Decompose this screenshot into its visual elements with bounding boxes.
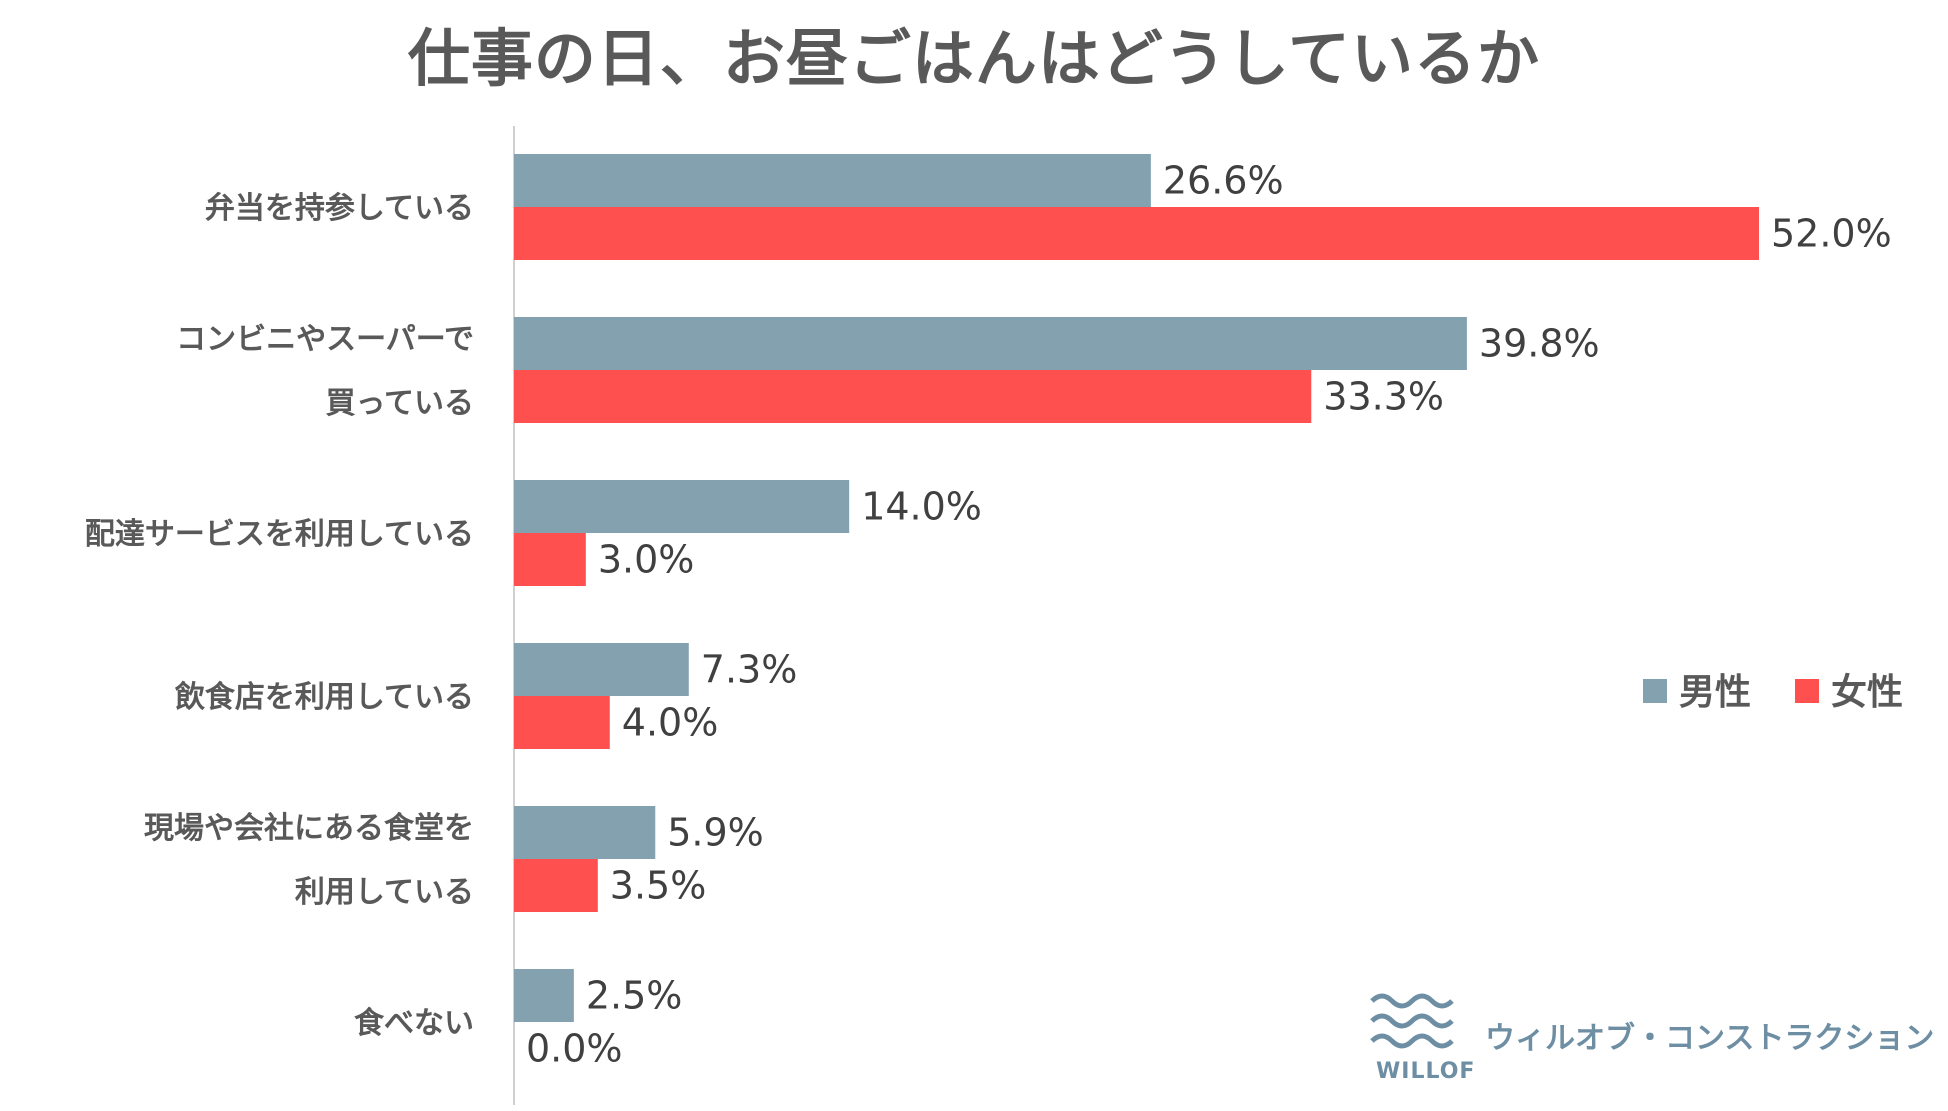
male-bar bbox=[514, 154, 1151, 207]
data-label: 39.8% bbox=[1479, 322, 1600, 366]
legend: 男性 女性 bbox=[1643, 672, 1903, 713]
female-bar bbox=[514, 696, 610, 749]
wave-icon bbox=[1370, 993, 1454, 1049]
category-label: 買っている bbox=[326, 386, 475, 421]
female-bar bbox=[514, 370, 1312, 423]
female-bar bbox=[514, 207, 1759, 260]
category-label: 飲食店を利用している bbox=[175, 680, 474, 715]
male-bar bbox=[514, 969, 574, 1022]
female-bar bbox=[514, 859, 598, 912]
legend-label: 女性 bbox=[1831, 672, 1903, 713]
category-labels: 弁当を持参しているコンビニやスーパーで買っている配達サービスを利用している飲食店… bbox=[85, 191, 474, 1041]
category-label: 食べない bbox=[354, 1006, 474, 1041]
male-bar bbox=[514, 806, 656, 859]
female-bar bbox=[514, 533, 586, 586]
data-label: 7.3% bbox=[701, 648, 798, 692]
data-labels: 26.6% 52.0% 39.8% 33.3% 14.0% 3.0% 7.3% 4.0% 5.9… bbox=[526, 159, 1892, 1071]
legend-swatch bbox=[1643, 679, 1667, 703]
data-label: 2.5% bbox=[586, 974, 683, 1018]
brand-wordmark: WILLOF bbox=[1376, 1059, 1476, 1084]
data-label: 5.9% bbox=[667, 811, 764, 855]
category-label: 現場や会社にある食堂を bbox=[144, 811, 474, 846]
data-label: 0.0% bbox=[526, 1027, 623, 1071]
legend-label: 男性 bbox=[1679, 672, 1751, 713]
data-label: 3.0% bbox=[598, 538, 695, 582]
data-label: 33.3% bbox=[1323, 375, 1444, 419]
male-bar bbox=[514, 643, 689, 696]
category-label: 配達サービスを利用している bbox=[85, 517, 474, 552]
data-label: 52.0% bbox=[1771, 212, 1892, 256]
chart-title: 仕事の日、お昼ごはんはどうしているか bbox=[407, 22, 1541, 95]
bars bbox=[514, 154, 1759, 1022]
category-label: 弁当を持参している bbox=[205, 191, 474, 226]
data-label: 3.5% bbox=[610, 864, 707, 908]
male-bar bbox=[514, 480, 850, 533]
legend-swatch bbox=[1795, 679, 1819, 703]
male-bar bbox=[514, 317, 1467, 370]
data-label: 4.0% bbox=[622, 701, 719, 745]
brand-name: ウィルオブ・コンストラクション bbox=[1485, 1021, 1935, 1056]
category-label: 利用している bbox=[295, 875, 474, 910]
category-label: コンビニやスーパーで bbox=[176, 322, 474, 357]
data-label: 14.0% bbox=[861, 485, 982, 529]
data-label: 26.6% bbox=[1163, 159, 1284, 203]
